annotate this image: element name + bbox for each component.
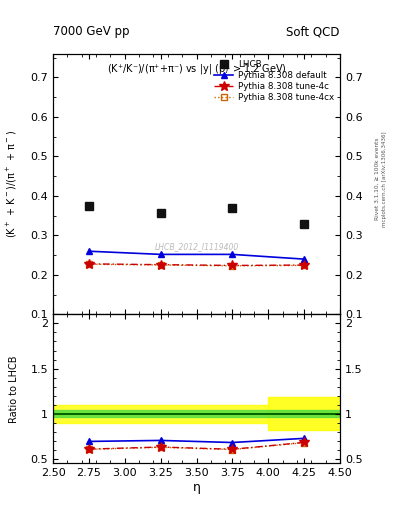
LHCB — [302, 221, 307, 227]
LHCB — [158, 209, 163, 216]
Pythia 8.308 default — [86, 248, 91, 254]
Y-axis label: (K$^+$ + K$^-$)/(π$^+$ + π$^-$): (K$^+$ + K$^-$)/(π$^+$ + π$^-$) — [5, 130, 18, 238]
Line: Pythia 8.308 tune-4c: Pythia 8.308 tune-4c — [84, 259, 309, 270]
Pythia 8.308 tune-4cx — [230, 263, 235, 269]
Legend: LHCB, Pythia 8.308 default, Pythia 8.308 tune-4c, Pythia 8.308 tune-4cx: LHCB, Pythia 8.308 default, Pythia 8.308… — [212, 58, 336, 104]
Pythia 8.308 tune-4cx — [86, 261, 91, 267]
X-axis label: η: η — [193, 481, 200, 494]
Text: Rivet 3.1.10, ≥ 100k events: Rivet 3.1.10, ≥ 100k events — [375, 138, 380, 221]
Line: LHCB: LHCB — [85, 202, 308, 228]
Text: Soft QCD: Soft QCD — [286, 26, 340, 38]
Line: Pythia 8.308 default: Pythia 8.308 default — [85, 248, 308, 263]
Text: (K⁺/K⁻)/(π⁺+π⁻) vs |y| (p$_T$ > 1.2 GeV): (K⁺/K⁻)/(π⁺+π⁻) vs |y| (p$_T$ > 1.2 GeV) — [107, 61, 286, 76]
LHCB — [86, 203, 91, 209]
Pythia 8.308 default — [230, 251, 235, 258]
Pythia 8.308 tune-4cx — [302, 262, 307, 268]
Text: LHCB_2012_I1119400: LHCB_2012_I1119400 — [154, 242, 239, 251]
Pythia 8.308 default — [302, 256, 307, 262]
Pythia 8.308 tune-4c — [302, 262, 307, 268]
Pythia 8.308 default — [158, 251, 163, 258]
Pythia 8.308 tune-4c — [86, 261, 91, 267]
Text: 7000 GeV pp: 7000 GeV pp — [53, 26, 130, 38]
Pythia 8.308 tune-4c — [230, 262, 235, 268]
Pythia 8.308 tune-4c — [158, 262, 163, 268]
Line: Pythia 8.308 tune-4cx: Pythia 8.308 tune-4cx — [86, 262, 307, 269]
LHCB — [230, 205, 235, 211]
Pythia 8.308 tune-4cx — [158, 262, 163, 268]
Text: mcplots.cern.ch [arXiv:1306.3436]: mcplots.cern.ch [arXiv:1306.3436] — [382, 132, 387, 227]
Y-axis label: Ratio to LHCB: Ratio to LHCB — [9, 355, 18, 422]
